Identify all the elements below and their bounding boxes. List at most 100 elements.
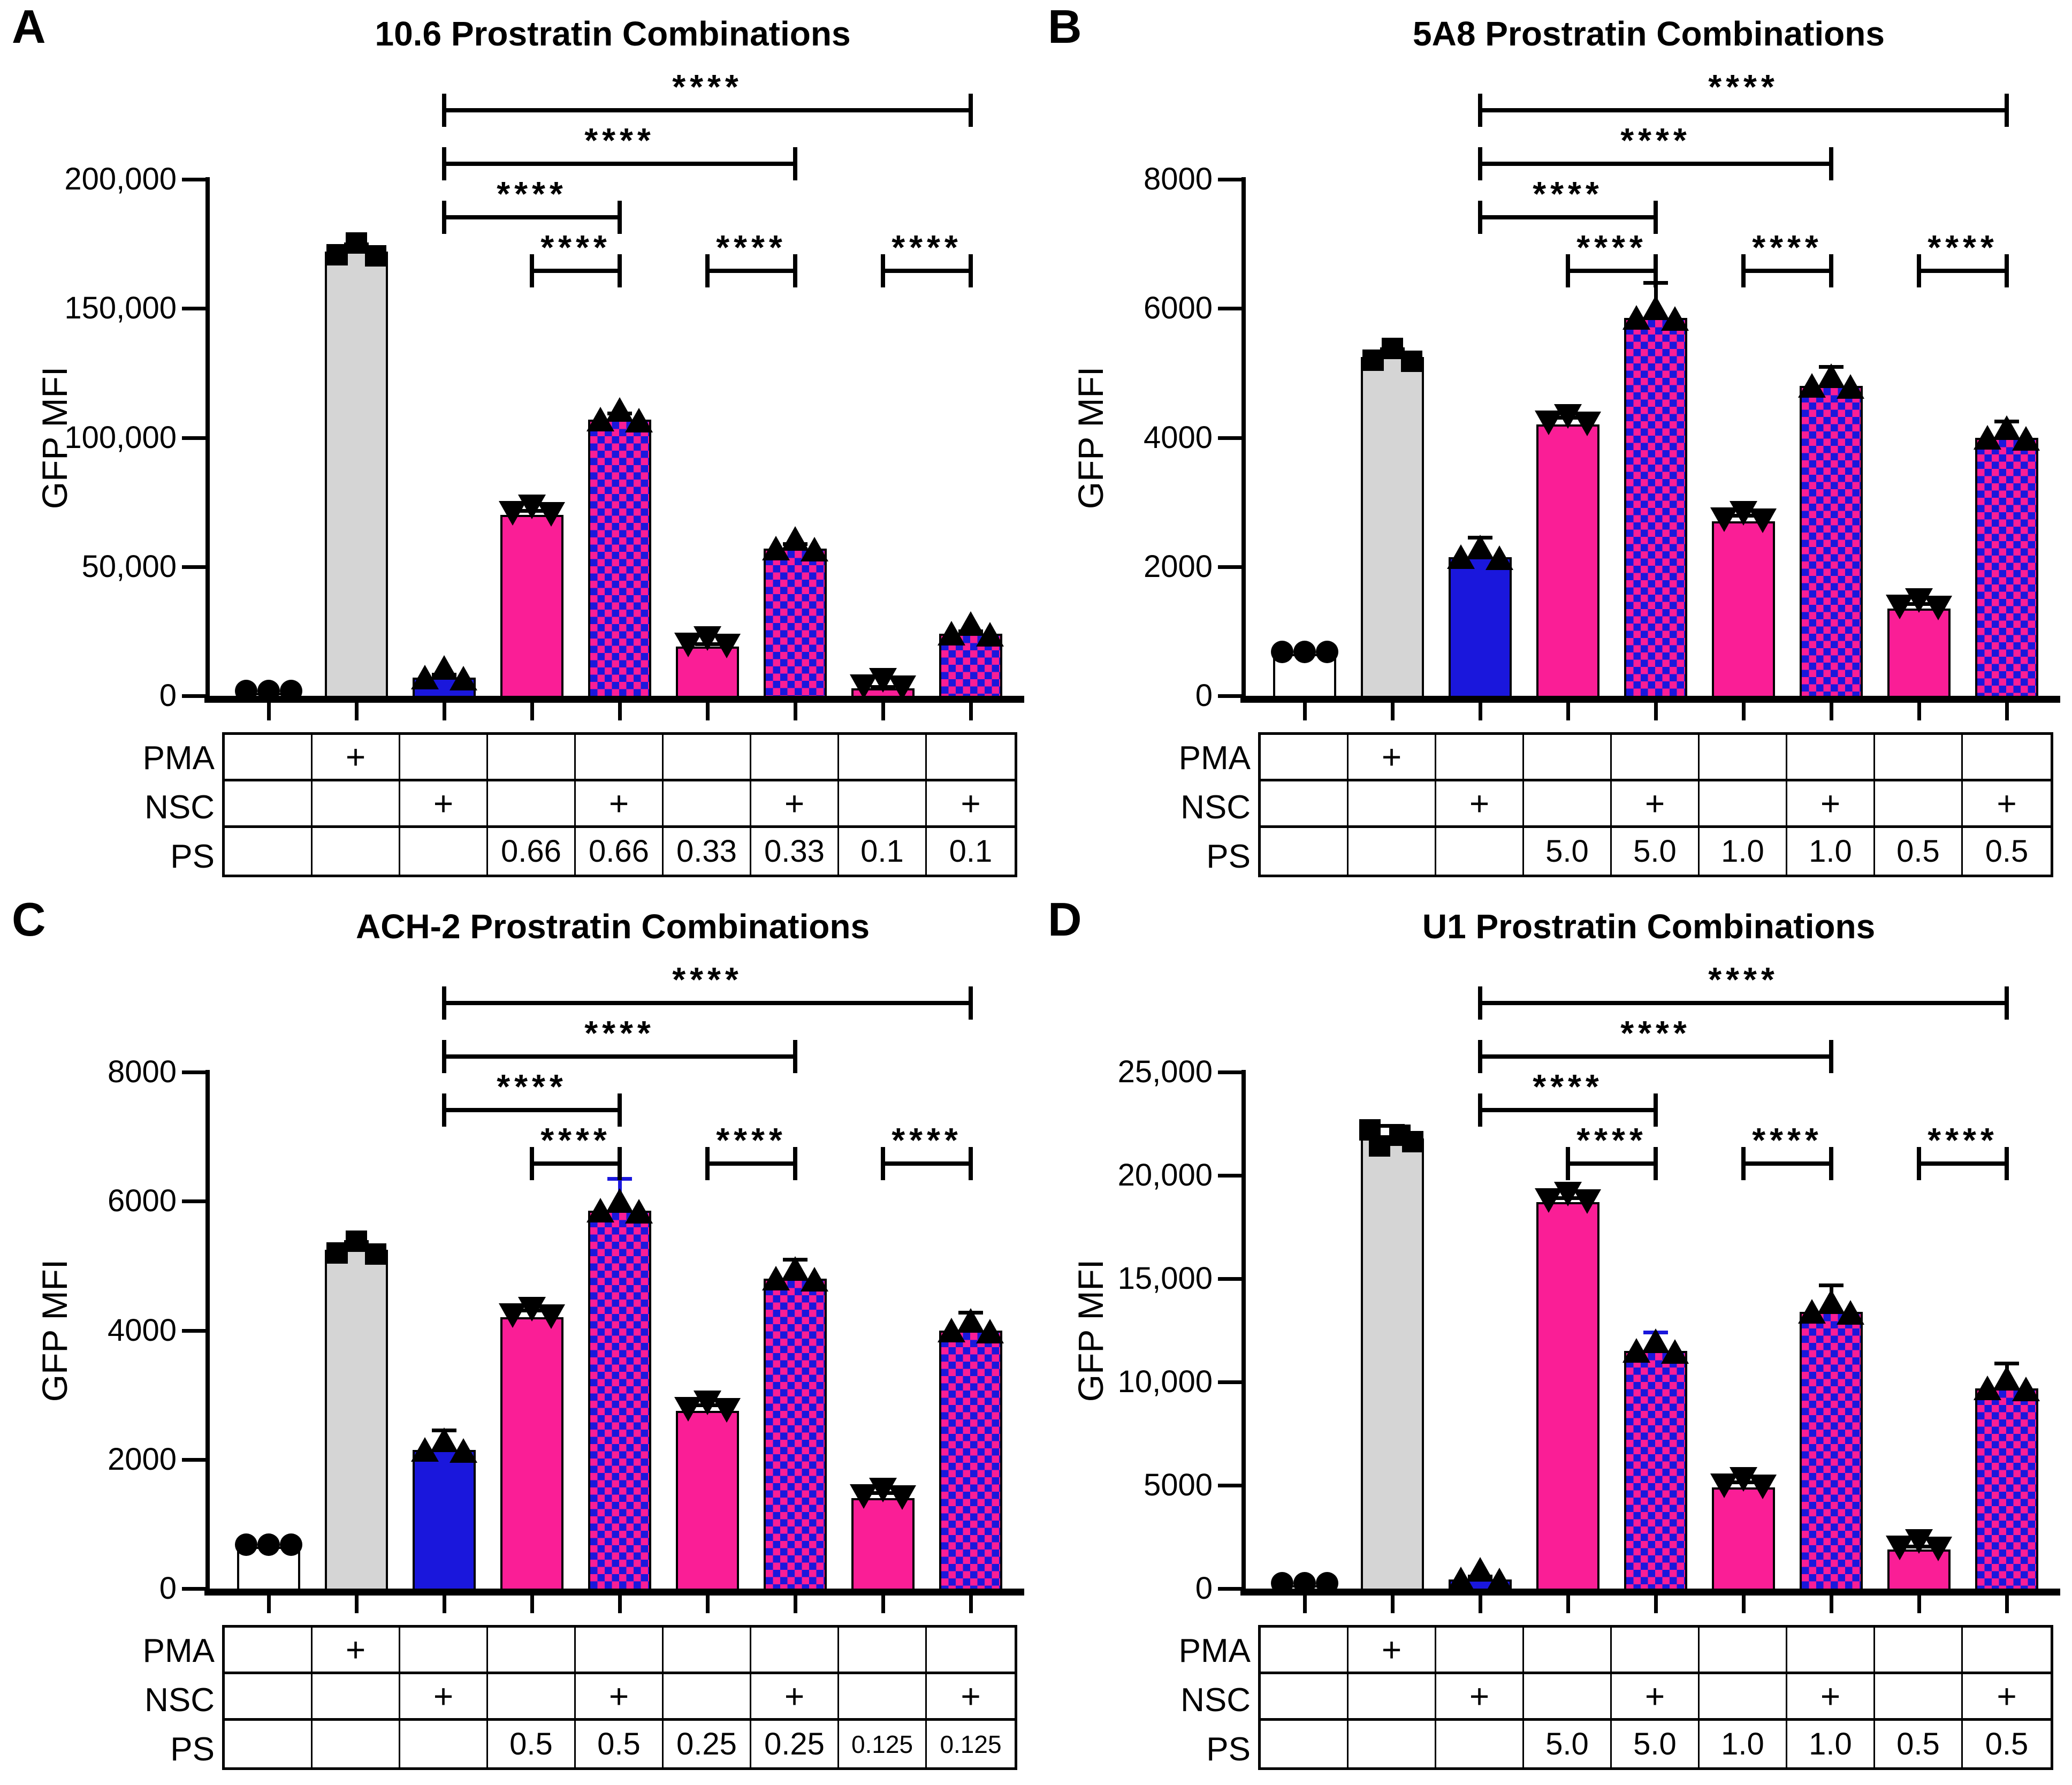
y-tick — [182, 1328, 205, 1333]
bar-pink — [500, 515, 563, 698]
table-cell: 1.0 — [1700, 1721, 1787, 1767]
sig-bracket-cap — [618, 201, 622, 234]
panel-letter: D — [1048, 893, 1082, 946]
table-cell — [1436, 1721, 1524, 1767]
sig-bracket-line — [442, 1108, 622, 1112]
y-tick-label: 20,000 — [1117, 1158, 1213, 1192]
sig-bracket-cap — [969, 1147, 973, 1180]
y-tick — [182, 1587, 205, 1591]
x-tick — [1391, 1593, 1395, 1613]
sig-stars: **** — [497, 174, 567, 213]
x-tick — [969, 1593, 973, 1613]
sig-bracket-cap — [1917, 254, 1921, 287]
table-cell — [1261, 1628, 1349, 1674]
sig-bracket-cap — [530, 1147, 534, 1180]
bar-blue — [1449, 557, 1512, 698]
table-cell: 0.5 — [1875, 1721, 1963, 1767]
table-cell: 0.66 — [488, 828, 576, 875]
data-point-triangle-up — [1837, 374, 1864, 399]
table-cell — [488, 781, 576, 828]
bar-checker — [1975, 437, 2038, 698]
data-point-triangle-down — [1749, 1474, 1777, 1499]
sig-stars: **** — [1620, 121, 1691, 159]
sig-bracket-cap — [442, 94, 446, 127]
sig-stars: **** — [716, 1121, 787, 1159]
data-point-circle — [1316, 1572, 1338, 1595]
data-point-square — [326, 1242, 348, 1264]
data-point-triangle-up — [2012, 426, 2040, 451]
y-tick-label: 2000 — [1143, 549, 1213, 584]
y-axis — [1241, 177, 1246, 699]
sig-bracket-cap — [442, 201, 446, 234]
sig-bracket-line — [1741, 269, 1833, 273]
data-point-square — [1362, 349, 1384, 371]
data-point-triangle-down — [1749, 508, 1777, 534]
sig-bracket-line — [1478, 108, 2009, 112]
table-cell — [1700, 781, 1787, 828]
bar-gray — [1361, 1138, 1424, 1591]
sig-stars: **** — [892, 1121, 962, 1159]
panel-10-6: A 10.6 Prostratin Combinations GFP MFI 2… — [0, 0, 1036, 892]
bar-pink — [1536, 1202, 1599, 1591]
table-row-label: NSC — [1180, 789, 1251, 826]
table-cell — [225, 1628, 313, 1674]
data-point-triangle-up — [976, 622, 1004, 647]
sig-bracket-cap — [969, 94, 973, 127]
table-cell: + — [751, 781, 839, 828]
table-cell: 0.66 — [576, 828, 664, 875]
x-tick — [706, 1593, 710, 1613]
data-point-triangle-up — [801, 1267, 828, 1292]
panel-title: ACH-2 Prostratin Combinations — [355, 907, 870, 946]
data-point-circle — [280, 680, 302, 703]
x-tick — [2005, 1593, 2009, 1613]
x-tick — [1742, 700, 1746, 720]
x-tick — [1303, 700, 1307, 720]
sig-stars: **** — [1620, 1014, 1691, 1052]
data-point-circle — [1293, 1572, 1316, 1595]
table-cell — [1875, 735, 1963, 781]
sig-bracket-line — [1566, 1161, 1658, 1166]
y-tick — [1218, 436, 1241, 440]
y-tick-label: 15,000 — [1117, 1261, 1213, 1296]
table-cell — [1700, 1674, 1787, 1721]
y-tick — [182, 1070, 205, 1074]
table-cell: 5.0 — [1524, 828, 1612, 875]
y-tick-label: 2000 — [107, 1441, 177, 1477]
sig-bracket-cap — [442, 1040, 446, 1073]
bar-checker — [764, 1279, 827, 1591]
table-row-label: PS — [1206, 1731, 1251, 1768]
table-cell — [1524, 735, 1612, 781]
y-axis — [205, 1070, 210, 1592]
table-cell — [313, 828, 400, 875]
table-cell — [1349, 1674, 1436, 1721]
data-point-triangle-down — [1573, 1189, 1601, 1214]
table-row-label: PMA — [142, 740, 215, 777]
data-point-triangle-up — [625, 407, 653, 432]
sig-bracket-cap — [2005, 986, 2009, 1020]
sig-stars: **** — [1576, 1121, 1647, 1159]
table-row-label: PS — [170, 838, 215, 875]
data-point-triangle-down — [888, 1485, 916, 1510]
table-row-label: PMA — [142, 1632, 215, 1669]
table-cell — [313, 1674, 400, 1721]
condition-table: + + + + +5.0 5.0 1.0 1.0 0.5 0.5 PMA NSC PS — [1036, 0, 2072, 892]
table-row-label: PMA — [1178, 740, 1251, 777]
y-tick-label: 10,000 — [1117, 1364, 1213, 1399]
sig-stars: **** — [1708, 67, 1779, 106]
bar-checker — [1624, 1351, 1687, 1591]
sig-bracket-cap — [1478, 1093, 1482, 1127]
y-tick — [1218, 1070, 1241, 1074]
table-row-label: PS — [1206, 838, 1251, 875]
table-cell — [400, 828, 488, 875]
table-cell: + — [1349, 1628, 1436, 1674]
x-tick — [1654, 700, 1658, 720]
y-tick-label: 25,000 — [1117, 1054, 1213, 1089]
table-cell — [1261, 781, 1349, 828]
table-cell: 0.5 — [1985, 1727, 2029, 1761]
sig-bracket-line — [1917, 269, 2009, 273]
panel-letter: A — [12, 0, 46, 53]
sig-bracket-cap — [881, 1147, 885, 1180]
sig-bracket-cap — [442, 147, 446, 180]
sig-bracket-cap — [1566, 254, 1570, 287]
y-tick-label: 0 — [159, 678, 177, 713]
